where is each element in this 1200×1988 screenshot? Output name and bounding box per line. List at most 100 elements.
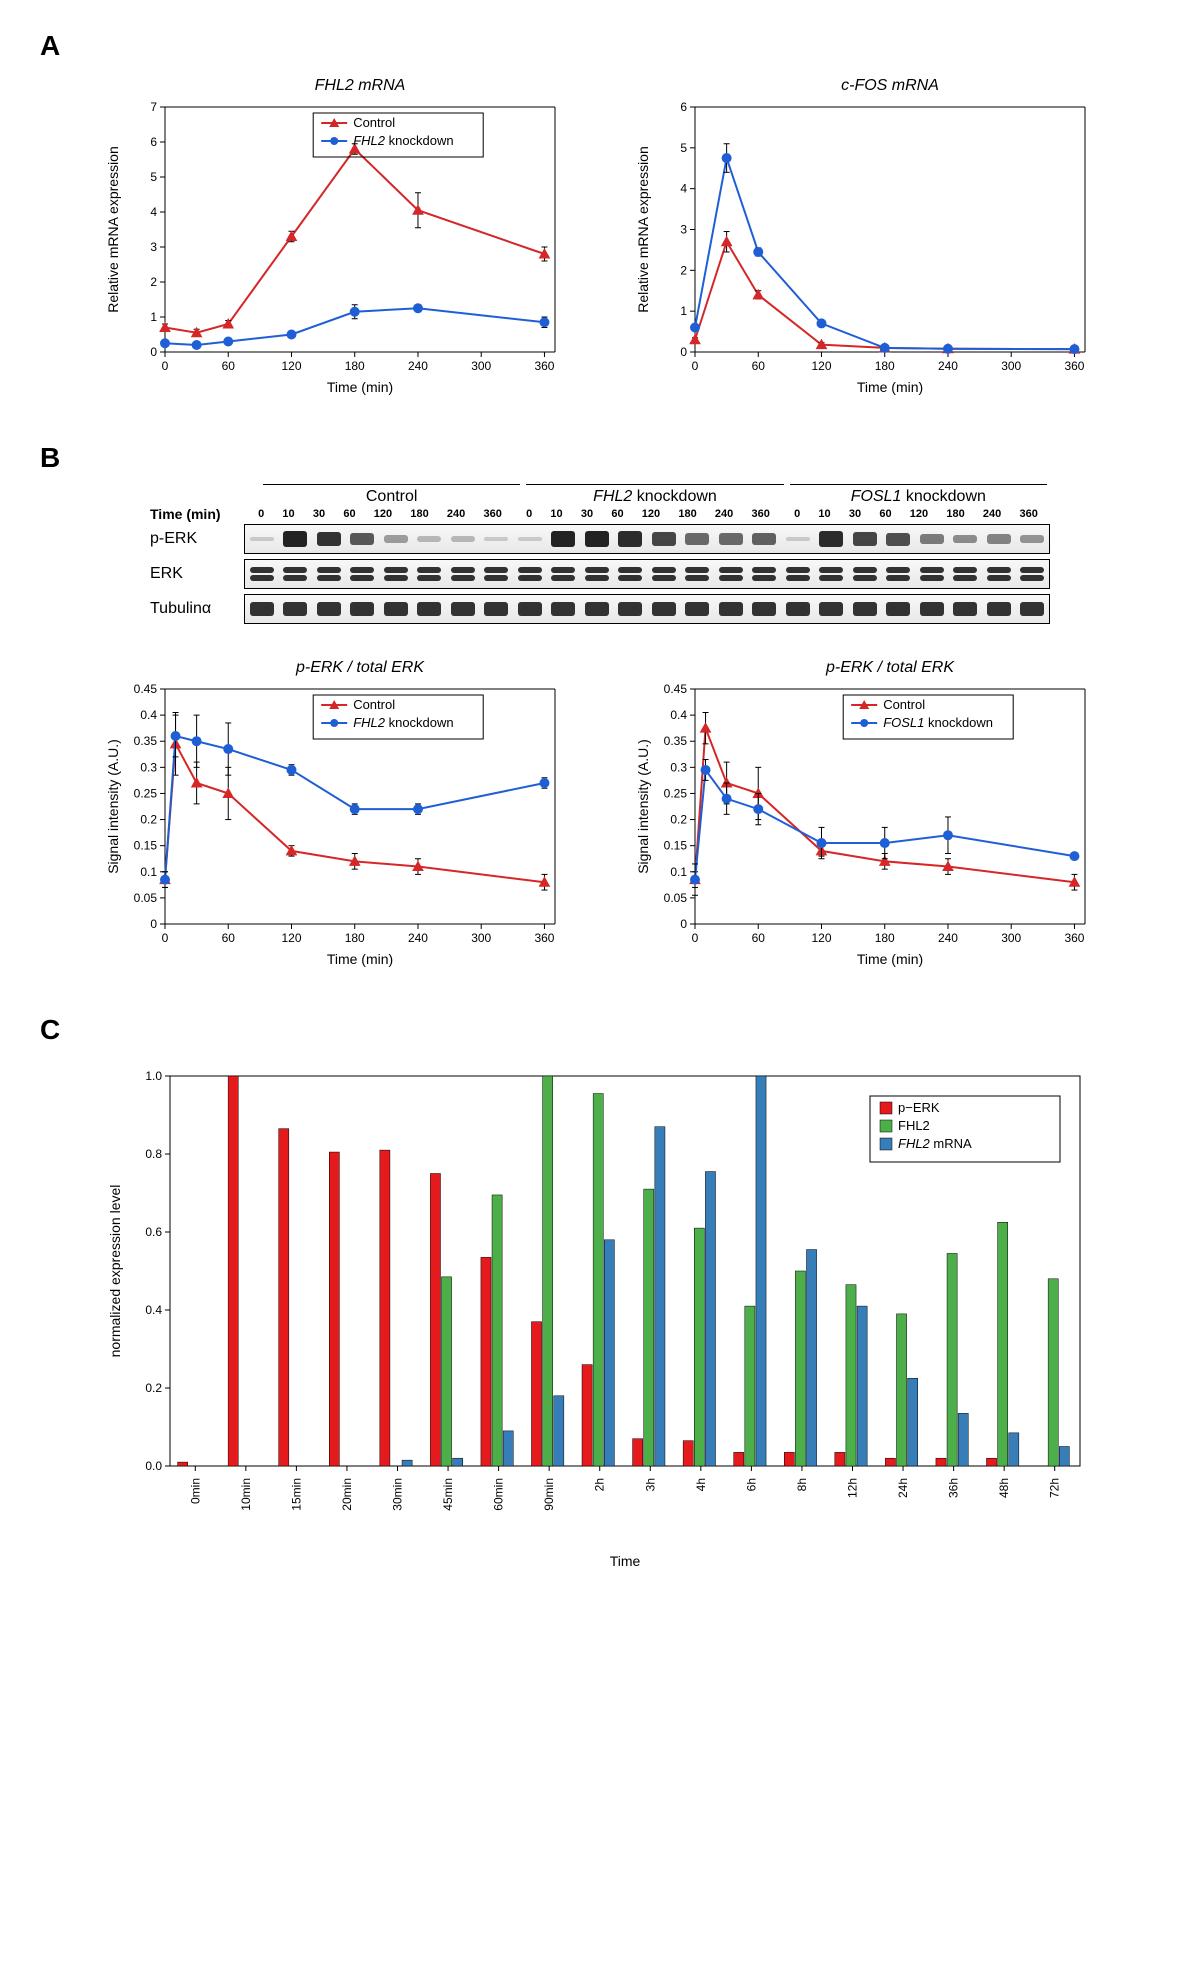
svg-text:360: 360: [1064, 931, 1084, 945]
svg-text:0.25: 0.25: [664, 786, 688, 800]
svg-text:90min: 90min: [542, 1478, 556, 1511]
blot-timepoint: 240: [447, 508, 465, 520]
svg-text:8h: 8h: [795, 1478, 809, 1491]
blot-timepoint: 10: [282, 508, 294, 520]
svg-text:12h: 12h: [846, 1478, 860, 1498]
svg-text:0.4: 0.4: [145, 1303, 162, 1317]
svg-text:300: 300: [1001, 359, 1021, 373]
blot-timepoint: 240: [983, 508, 1001, 520]
blot-cond: Control: [263, 484, 520, 506]
blot-timepoint: 10: [818, 508, 830, 520]
svg-text:0: 0: [680, 917, 687, 931]
blot-time-label: Time (min): [150, 506, 246, 522]
svg-text:0: 0: [692, 359, 699, 373]
svg-text:0.3: 0.3: [670, 760, 687, 774]
panelA-chart1: FHL2 mRNA06012018024030036001234567Time …: [100, 72, 570, 402]
svg-text:48h: 48h: [997, 1478, 1011, 1498]
svg-text:0.35: 0.35: [134, 734, 158, 748]
blot-timepoint: 180: [410, 508, 428, 520]
svg-text:Control: Control: [883, 697, 925, 712]
blot-timepoint: 0: [526, 508, 532, 520]
svg-text:0: 0: [162, 931, 169, 945]
svg-text:0: 0: [680, 345, 687, 359]
svg-text:p−ERK: p−ERK: [898, 1100, 940, 1115]
blot-timepoint: 60: [611, 508, 623, 520]
svg-text:0.2: 0.2: [140, 813, 157, 827]
svg-text:0: 0: [150, 345, 157, 359]
svg-text:10min: 10min: [239, 1478, 253, 1511]
svg-text:normalized expression level: normalized expression level: [107, 1185, 123, 1358]
svg-text:120: 120: [281, 931, 301, 945]
svg-text:p-ERK / total ERK: p-ERK / total ERK: [825, 659, 955, 676]
svg-text:60min: 60min: [492, 1478, 506, 1511]
svg-text:4h: 4h: [694, 1478, 708, 1491]
svg-text:0.6: 0.6: [145, 1225, 162, 1239]
svg-text:0.35: 0.35: [664, 734, 688, 748]
blot-timepoint: 180: [946, 508, 964, 520]
svg-text:0: 0: [150, 917, 157, 931]
blot-timepoint: 360: [483, 508, 501, 520]
svg-text:Time (min): Time (min): [857, 951, 923, 967]
svg-text:45min: 45min: [441, 1478, 455, 1511]
svg-text:240: 240: [938, 931, 958, 945]
svg-text:180: 180: [345, 931, 365, 945]
svg-text:240: 240: [408, 931, 428, 945]
svg-text:Relative mRNA expression: Relative mRNA expression: [635, 146, 651, 313]
svg-text:7: 7: [150, 100, 157, 114]
blot-timepoint: 0: [258, 508, 264, 520]
blot-cond-header: Control FHL2 knockdown FOSL1 knockdown: [260, 484, 1050, 506]
panelC-chart: 0.00.20.40.60.81.0normalized expression …: [100, 1056, 1100, 1576]
svg-text:360: 360: [534, 931, 554, 945]
svg-text:Control: Control: [353, 115, 395, 130]
svg-text:6h: 6h: [744, 1478, 758, 1491]
panel-A-label: A: [40, 30, 1180, 62]
svg-text:FHL2 knockdown: FHL2 knockdown: [353, 133, 453, 148]
svg-text:0.25: 0.25: [134, 786, 158, 800]
svg-text:300: 300: [1001, 931, 1021, 945]
svg-text:2h: 2h: [593, 1478, 607, 1491]
svg-text:240: 240: [938, 359, 958, 373]
svg-text:FOSL1 knockdown: FOSL1 knockdown: [883, 715, 993, 730]
blot-row-label: ERK: [150, 565, 244, 583]
svg-text:3: 3: [150, 240, 157, 254]
svg-text:0.05: 0.05: [664, 891, 688, 905]
blot-timepoint: 360: [751, 508, 769, 520]
panel-B-charts-row: p-ERK / total ERK 0 60 120 180 240 300 360 0 0.05…: [20, 654, 1180, 974]
svg-text:180: 180: [345, 359, 365, 373]
svg-text:1.0: 1.0: [145, 1069, 162, 1083]
svg-text:6: 6: [680, 100, 687, 114]
svg-text:0: 0: [692, 931, 699, 945]
svg-text:FHL2 knockdown: FHL2 knockdown: [353, 715, 453, 730]
svg-text:6: 6: [150, 135, 157, 149]
svg-text:0.2: 0.2: [145, 1381, 162, 1395]
blot-time-row: Time (min) 01030601201802403600103060120…: [150, 506, 1050, 522]
svg-text:FHL2 mRNA: FHL2 mRNA: [898, 1136, 972, 1151]
panel-B-label: B: [40, 442, 1180, 474]
svg-text:0.1: 0.1: [140, 865, 157, 879]
svg-text:FHL2: FHL2: [898, 1118, 930, 1133]
svg-text:300: 300: [471, 359, 491, 373]
svg-text:0.8: 0.8: [145, 1147, 162, 1161]
svg-text:120: 120: [811, 359, 831, 373]
blot-strip: [244, 594, 1050, 624]
svg-text:36h: 36h: [947, 1478, 961, 1498]
svg-text:15min: 15min: [289, 1478, 303, 1511]
svg-text:FHL2 mRNA: FHL2 mRNA: [315, 77, 406, 94]
blot-cond: FOSL1 knockdown: [790, 484, 1047, 506]
blot-timepoint: 360: [1019, 508, 1037, 520]
svg-text:Signal intensity (A.U.): Signal intensity (A.U.): [635, 739, 651, 874]
svg-text:Signal intensity (A.U.): Signal intensity (A.U.): [105, 739, 121, 874]
svg-text:24h: 24h: [896, 1478, 910, 1498]
svg-text:0.2: 0.2: [670, 813, 687, 827]
panelB-blot: Control FHL2 knockdown FOSL1 knockdown Tim…: [150, 484, 1050, 624]
svg-text:120: 120: [281, 359, 301, 373]
svg-text:0.4: 0.4: [670, 708, 687, 722]
svg-text:60: 60: [222, 931, 236, 945]
blot-timepoint: 30: [581, 508, 593, 520]
svg-text:0.4: 0.4: [140, 708, 157, 722]
svg-text:0min: 0min: [188, 1478, 202, 1504]
blot-cond: FHL2 knockdown: [526, 484, 783, 506]
svg-text:2: 2: [150, 275, 157, 289]
blot-timepoint: 60: [343, 508, 355, 520]
svg-text:20min: 20min: [340, 1478, 354, 1511]
